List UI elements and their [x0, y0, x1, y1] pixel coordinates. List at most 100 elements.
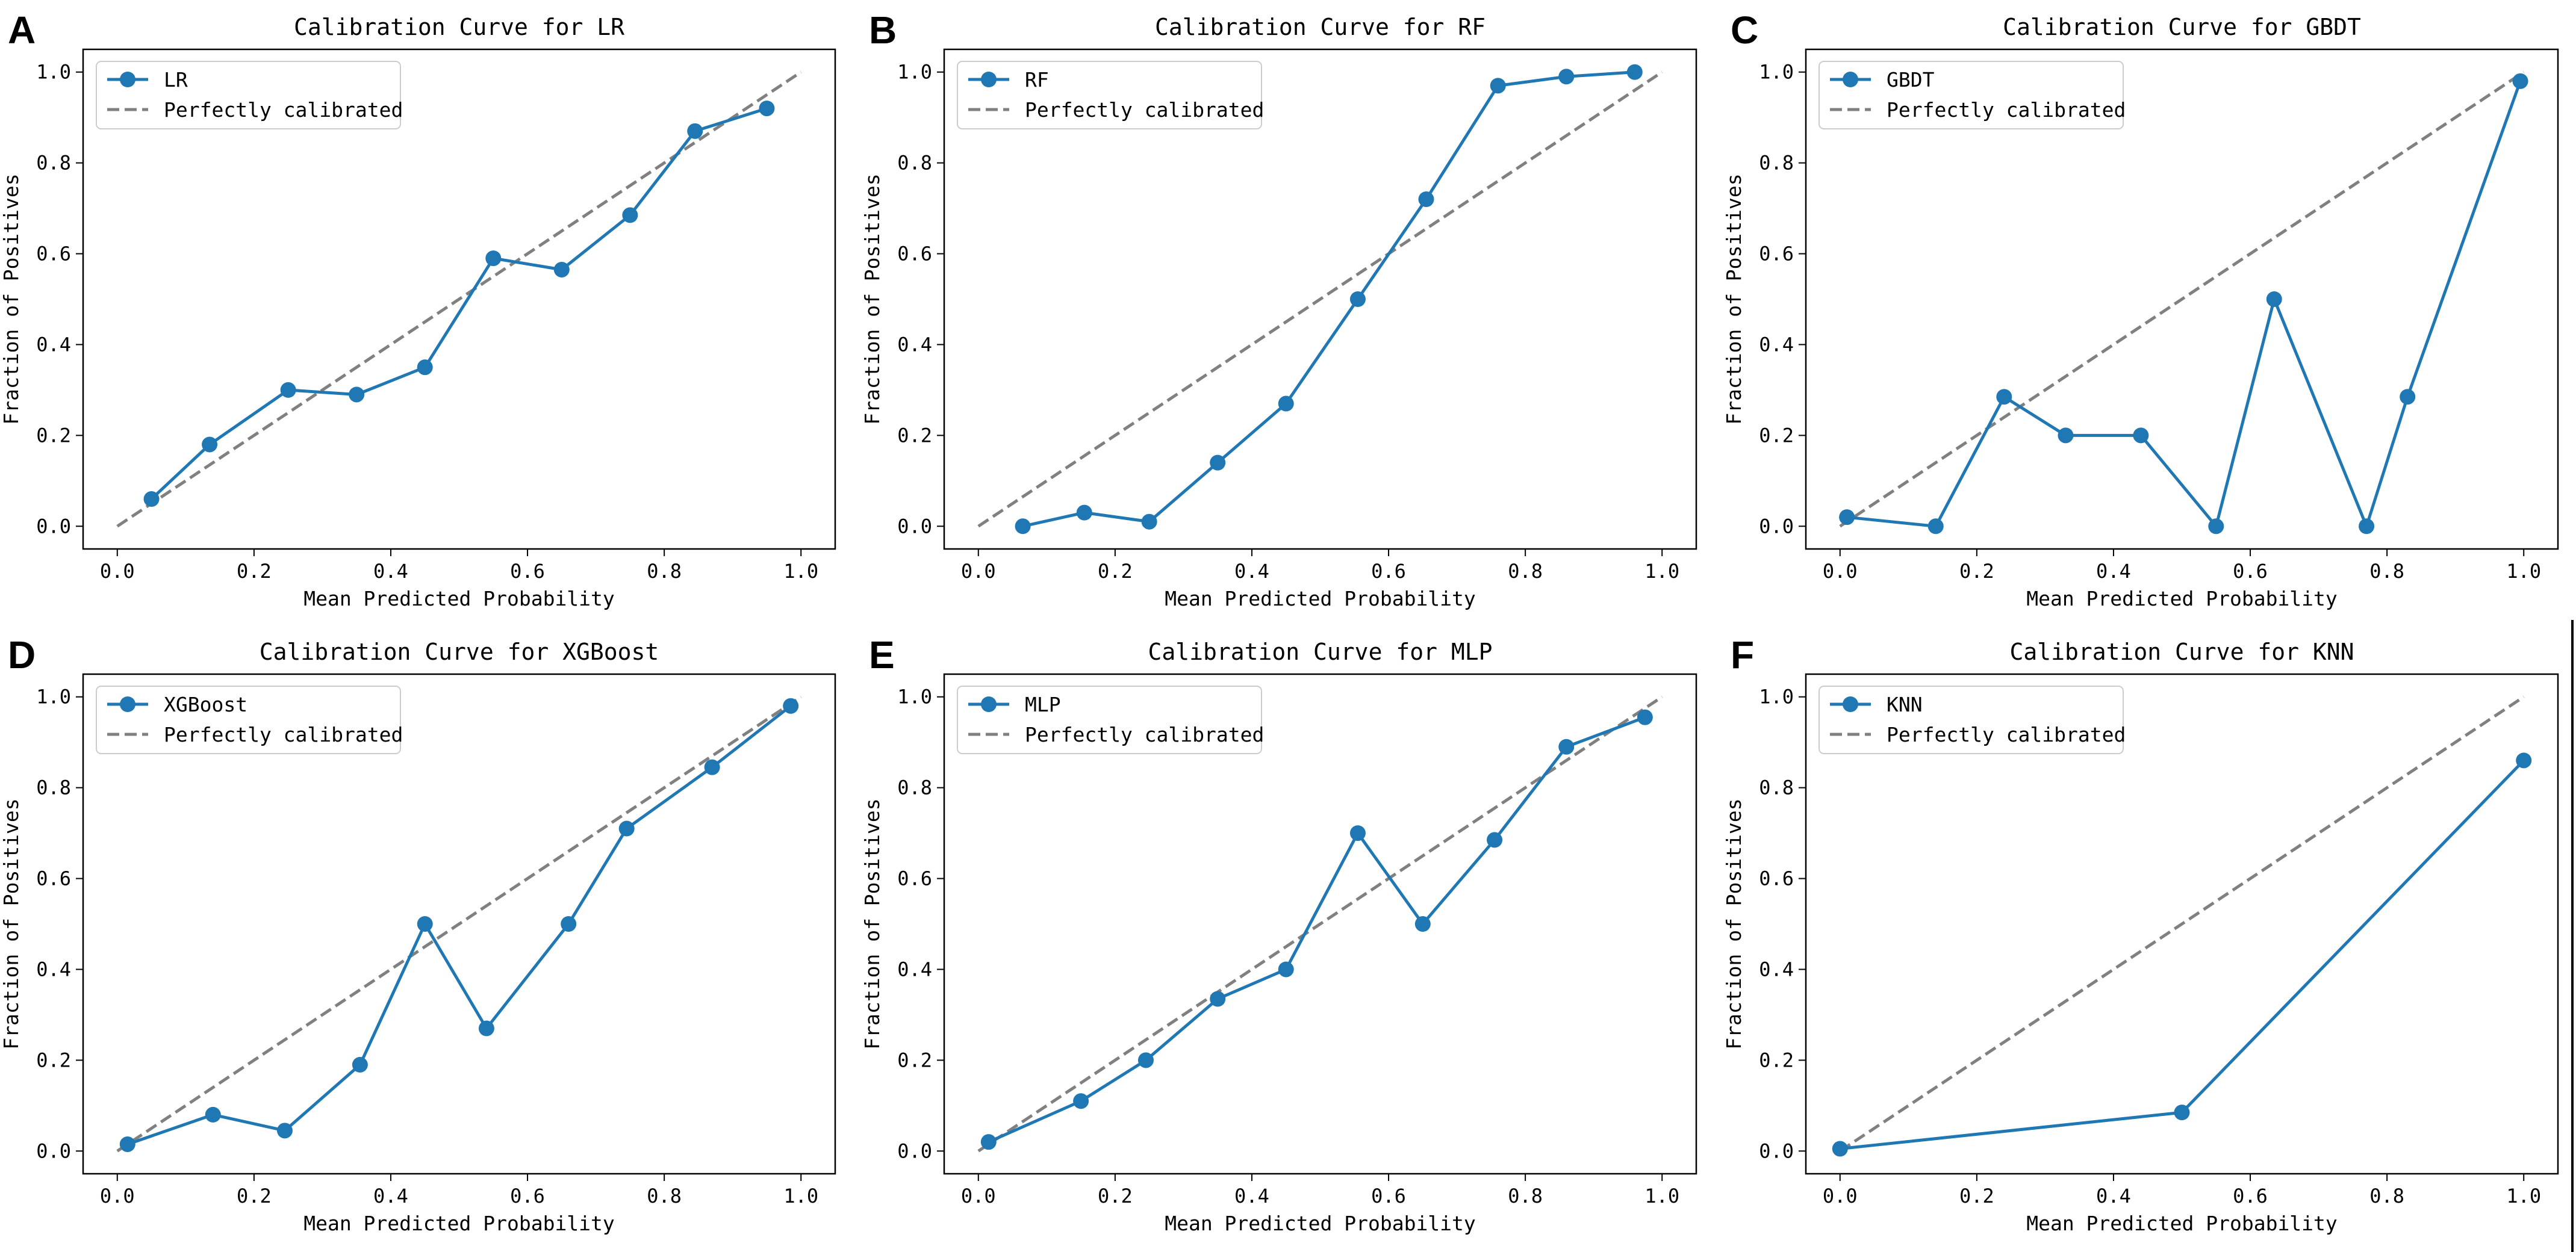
x-tick-label: 0.0 [100, 560, 135, 583]
y-tick-label: 1.0 [36, 61, 71, 84]
data-point [485, 250, 502, 267]
x-tick-label: 1.0 [783, 1185, 818, 1207]
x-tick-label: 0.6 [1371, 1185, 1406, 1207]
data-point [1626, 64, 1643, 80]
y-tick-label: 0.2 [1759, 424, 1794, 447]
data-point [1073, 1093, 1089, 1109]
data-point [280, 382, 296, 398]
perfect-calibration-line [977, 695, 1663, 1153]
data-point [759, 101, 775, 117]
legend-reference-label: Perfectly calibrated [164, 98, 403, 122]
x-tick-label: 0.0 [100, 1185, 135, 1207]
data-point [1996, 389, 2012, 405]
data-point [202, 436, 218, 453]
y-axis-label: Fraction of Positives [1722, 173, 1746, 424]
y-axis-label: Fraction of Positives [0, 798, 23, 1049]
x-tick-label: 0.4 [373, 1185, 408, 1207]
legend-box [96, 686, 401, 754]
y-tick-label: 0.6 [897, 243, 932, 265]
data-point [2174, 1105, 2190, 1121]
x-tick-label: 0.0 [1823, 1185, 1858, 1207]
y-tick-label: 0.0 [897, 1139, 932, 1162]
perfect-calibration-line [116, 70, 802, 528]
x-tick-label: 0.2 [237, 1185, 272, 1207]
y-tick-label: 0.8 [1759, 776, 1794, 799]
x-tick-label: 1.0 [1644, 1185, 1679, 1207]
x-tick-label: 0.4 [1234, 1185, 1269, 1207]
data-point [2359, 518, 2375, 535]
y-tick-label: 0.6 [36, 867, 71, 890]
y-tick-label: 0.4 [897, 958, 932, 981]
y-tick-label: 0.6 [1759, 867, 1794, 890]
legend-box [957, 61, 1262, 129]
chart-title: Calibration Curve for RF [1155, 14, 1486, 40]
data-point [1349, 291, 1366, 307]
x-axis-label: Mean Predicted Probability [303, 1212, 615, 1235]
legend-box [1818, 686, 2124, 754]
calibration-series-line [1022, 70, 1635, 528]
y-tick-label: 0.4 [36, 958, 71, 981]
y-axis-label: Fraction of Positives [0, 173, 23, 424]
data-point [205, 1106, 221, 1123]
panel-letter: D [8, 633, 36, 677]
data-point [1141, 513, 1157, 530]
data-point [119, 1136, 135, 1152]
y-tick-label: 1.0 [897, 61, 932, 84]
data-point [478, 1020, 494, 1037]
x-tick-label: 0.4 [1234, 560, 1269, 583]
x-tick-label: 0.4 [2096, 560, 2131, 583]
x-tick-label: 0.4 [373, 560, 408, 583]
legend-series-marker [1843, 72, 1858, 87]
y-tick-label: 0.8 [36, 152, 71, 175]
legend-series-marker [120, 696, 135, 712]
x-tick-label: 0.4 [2096, 1185, 2131, 1207]
y-tick-label: 0.2 [1759, 1049, 1794, 1071]
legend-reference-label: Perfectly calibrated [1025, 98, 1264, 122]
y-tick-label: 0.8 [897, 776, 932, 799]
perfect-calibration-line [1839, 70, 2525, 528]
data-point [1015, 518, 1031, 535]
y-tick-label: 0.8 [36, 776, 71, 799]
data-point [1210, 454, 1226, 471]
data-point [1490, 78, 1506, 94]
panel-letter: C [1731, 8, 1758, 52]
data-point [1210, 991, 1226, 1007]
data-point [1349, 825, 1366, 841]
y-tick-label: 0.4 [1759, 958, 1794, 981]
y-tick-label: 0.4 [36, 333, 71, 356]
chart-title: Calibration Curve for MLP [1148, 639, 1493, 665]
x-tick-label: 0.0 [961, 1185, 996, 1207]
x-axis-label: Mean Predicted Probability [2026, 587, 2338, 610]
data-point [622, 207, 638, 223]
legend-series-marker [981, 696, 997, 712]
y-tick-label: 1.0 [1759, 61, 1794, 84]
data-point [1832, 1141, 1848, 1157]
data-point [1278, 961, 1294, 978]
data-point [2133, 427, 2149, 444]
data-point [1414, 916, 1431, 932]
y-tick-label: 0.4 [1759, 333, 1794, 356]
data-point [1076, 504, 1092, 521]
x-tick-label: 0.8 [1508, 1185, 1543, 1207]
y-tick-label: 0.0 [1759, 515, 1794, 538]
data-point [561, 916, 577, 932]
data-point [276, 1123, 293, 1139]
data-point [417, 916, 433, 932]
chart-title: Calibration Curve for KNN [2010, 639, 2354, 665]
legend-series-label: LR [164, 68, 188, 91]
y-tick-label: 0.0 [1759, 1139, 1794, 1162]
chart-title: Calibration Curve for XGBoost [260, 639, 659, 665]
y-tick-label: 0.0 [897, 515, 932, 538]
chart-title: Calibration Curve for GBDT [2003, 14, 2361, 40]
x-axis-label: Mean Predicted Probability [1165, 587, 1476, 610]
x-tick-label: 0.6 [510, 560, 545, 583]
data-point [2516, 752, 2532, 769]
y-tick-label: 0.0 [36, 1139, 71, 1162]
legend-reference-label: Perfectly calibrated [1025, 723, 1264, 746]
x-axis-label: Mean Predicted Probability [1165, 1212, 1476, 1235]
plot-frame [943, 673, 1697, 1175]
x-tick-label: 0.6 [2233, 1185, 2268, 1207]
panel-letter: A [8, 8, 36, 52]
x-axis-label: Mean Predicted Probability [303, 587, 615, 610]
x-tick-label: 0.6 [1371, 560, 1406, 583]
